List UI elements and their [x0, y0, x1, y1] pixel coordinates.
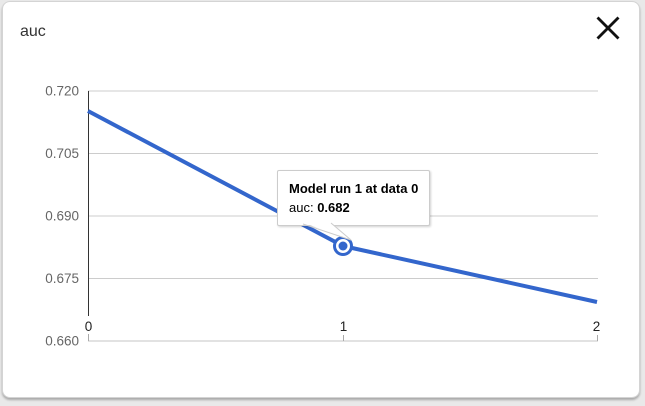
chart-tooltip: Model run 1 at data 0 auc: 0.682	[277, 170, 431, 226]
tooltip-value: 0.682	[317, 200, 350, 215]
y-tick-label: 0.705	[45, 146, 79, 161]
close-icon	[596, 16, 620, 40]
y-tick-label: 0.660	[45, 334, 79, 349]
x-tick-label: 1	[340, 319, 348, 334]
x-tick-label: 2	[593, 319, 601, 334]
selected-data-point[interactable]	[333, 236, 353, 256]
y-tick-label: 0.690	[45, 209, 79, 224]
tooltip-row: auc: 0.682	[289, 198, 418, 217]
tooltip-callout	[302, 222, 352, 241]
page-title: auc	[20, 23, 46, 40]
y-tick-label: 0.720	[45, 84, 79, 99]
tooltip-series-label: auc:	[289, 200, 318, 215]
x-tick-label: 0	[85, 319, 93, 334]
tooltip-title: Model run 1 at data 0	[289, 181, 419, 196]
close-button[interactable]	[592, 12, 624, 44]
x-tick-marks	[88, 334, 598, 341]
y-tick-label: 0.675	[45, 271, 79, 286]
y-axis-labels: 0.720 0.705 0.690 0.675 0.660	[45, 84, 79, 349]
x-axis-labels: 0 1 2	[85, 319, 601, 334]
